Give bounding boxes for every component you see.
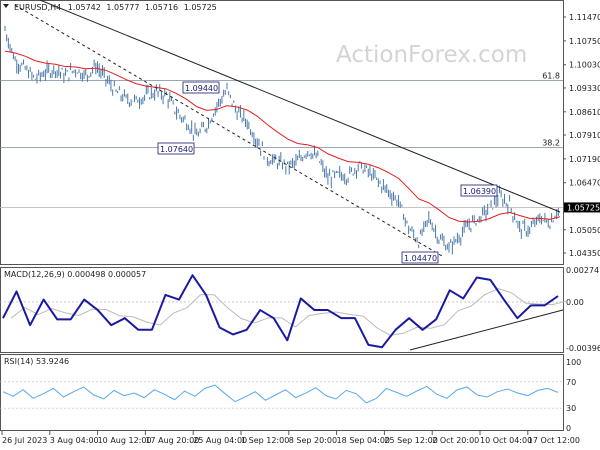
price-tick-label: 1.04350	[569, 249, 600, 258]
fibonacci-level-label: 61.8	[542, 72, 560, 81]
collapse-icon[interactable]	[3, 4, 9, 8]
rsi-tick-label: 30	[566, 404, 576, 413]
time-tick-label: 25 Sep 12:00	[384, 436, 437, 445]
rsi-line	[2, 384, 559, 404]
time-tick-label: 10 Oct 04:00	[480, 436, 532, 445]
rsi-title: RSI(14) 53.9246	[4, 357, 69, 366]
rsi-tick-label: 0	[566, 424, 571, 433]
price-annotation-label: 1.04470	[404, 254, 437, 263]
resistance-trendline	[39, 0, 561, 213]
price-tick-label: 1.07910	[569, 131, 600, 140]
rsi-tick-label: 100	[566, 358, 581, 367]
time-tick-label: 25 Aug 04:00	[193, 436, 247, 445]
time-tick-label: 2 Oct 20:00	[432, 436, 479, 445]
price-annotation-label: 1.09440	[185, 84, 218, 93]
price-annotation-box	[182, 81, 220, 94]
price-annotation-box	[401, 251, 439, 264]
price-tick-label: 1.10030	[569, 61, 600, 70]
macd-tick-label: -0.003966	[566, 344, 600, 353]
price-tick-label: 1.07190	[569, 155, 600, 164]
price-annotation-label: 1.06390	[463, 187, 496, 196]
chart-header: EURUSD,H4 1.05742 1.05777 1.05716 1.0572…	[14, 3, 217, 12]
price-tick-label: 1.06470	[569, 179, 600, 188]
time-tick-label: 8 Sep 20:00	[289, 436, 337, 445]
macd-tick-label: 0.00	[566, 298, 584, 307]
time-tick-label: 17 Aug 20:00	[145, 436, 199, 445]
rsi-tick-label: 70	[566, 378, 576, 387]
price-tick-label: 1.05050	[569, 226, 600, 235]
time-tick-label: 1 Sep 12:00	[241, 436, 289, 445]
watermark: ActionForex.com	[336, 42, 527, 68]
price-tick-label: 1.11470	[569, 13, 600, 22]
price-annotation-box	[460, 184, 498, 197]
price-annotation-label: 1.07640	[160, 145, 193, 154]
current-price-label: 1.05725	[567, 203, 600, 212]
macd-title: MACD(12,26,9) 0.000498 0.000057	[4, 270, 146, 279]
time-tick-label: 10 Aug 12:00	[98, 436, 152, 445]
main-panel	[0, 0, 564, 265]
time-tick-label: 3 Aug 04:00	[50, 436, 99, 445]
macd-line	[2, 274, 559, 349]
time-tick-label: 26 Jul 2023	[2, 436, 47, 445]
time-tick-label: 17 Oct 12:00	[528, 436, 580, 445]
rsi-panel	[0, 354, 564, 431]
macd-panel	[0, 267, 564, 353]
fibonacci-level-label: 38.2	[542, 139, 560, 148]
time-tick-label: 18 Sep 04:00	[337, 436, 390, 445]
price-annotation-box	[157, 142, 195, 155]
channel-trendline	[14, 4, 443, 257]
price-tick-label: 1.09330	[569, 84, 600, 93]
macd-tick-label: 0.002747	[566, 266, 600, 275]
price-tick-label: 1.10750	[569, 37, 600, 46]
current-price-box	[564, 202, 600, 213]
moving-average-line	[4, 50, 561, 223]
price-tick-label: 1.08610	[569, 108, 600, 117]
macd-trendline	[409, 309, 564, 351]
macd-signal-line	[10, 288, 567, 336]
